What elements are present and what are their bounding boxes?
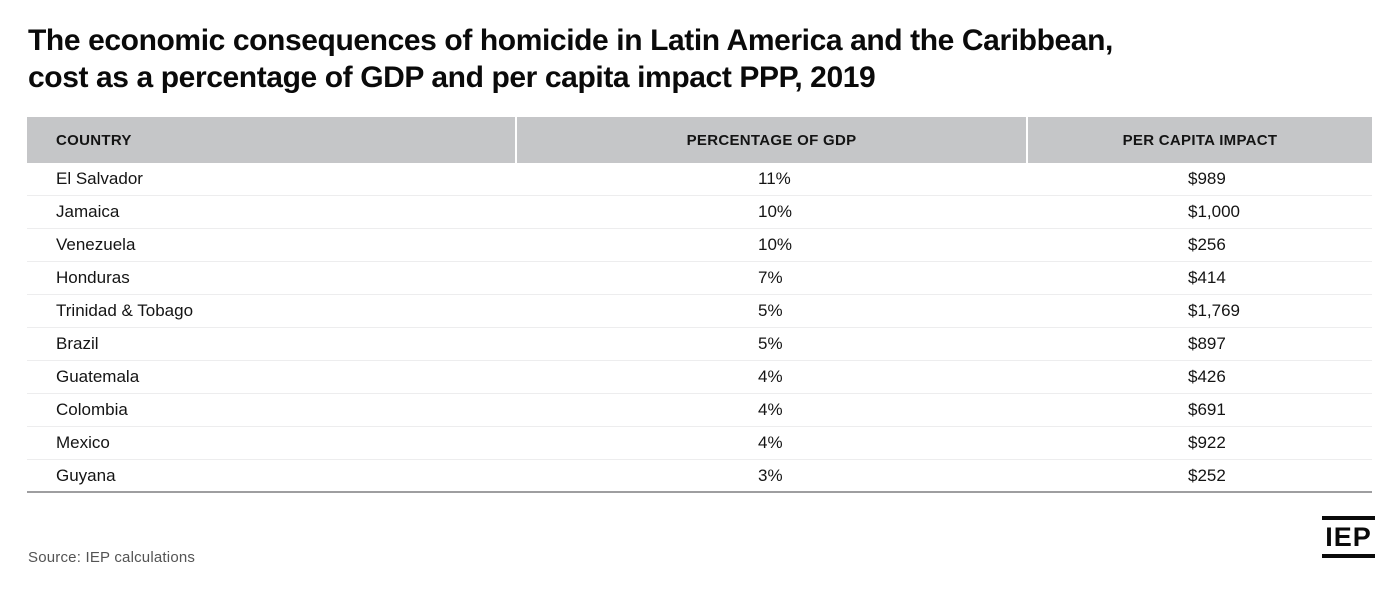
- cell-pct-gdp: 4%: [758, 367, 783, 386]
- logo-text: IEP: [1325, 522, 1372, 552]
- logo-bar-top: [1322, 516, 1375, 520]
- cell-country: Guyana: [56, 465, 116, 485]
- column-header-country: COUNTRY: [27, 117, 515, 163]
- cell-country: El Salvador: [56, 169, 143, 188]
- table-row: Guatemala 4% $426: [27, 361, 1372, 394]
- table-row: Jamaica 10% $1,000: [27, 196, 1372, 229]
- table-row: Trinidad & Tobago 5% $1,769: [27, 295, 1372, 328]
- cell-country: Guatemala: [56, 367, 140, 386]
- table-row: Mexico 4% $922: [27, 427, 1372, 460]
- cell-per-capita: $414: [1188, 268, 1226, 287]
- header-divider: [1026, 117, 1028, 163]
- header-divider: [515, 117, 517, 163]
- column-header-per-capita-impact: PER CAPITA IMPACT: [1028, 117, 1372, 163]
- table-row: Guyana 3% $252: [27, 460, 1372, 493]
- table-row: Venezuela 10% $256: [27, 229, 1372, 262]
- cell-pct-gdp: 4%: [758, 433, 783, 452]
- cell-country: Jamaica: [56, 202, 120, 221]
- logo-bar-bottom: [1322, 554, 1375, 558]
- cell-pct-gdp: 5%: [758, 334, 783, 353]
- cell-per-capita: $922: [1188, 433, 1226, 452]
- cell-per-capita: $897: [1188, 334, 1226, 353]
- cell-pct-gdp: 4%: [758, 400, 783, 419]
- cell-pct-gdp: 10%: [758, 235, 793, 254]
- cell-country: Venezuela: [56, 235, 136, 254]
- cell-pct-gdp: 7%: [758, 268, 783, 287]
- cell-per-capita: $256: [1188, 235, 1226, 254]
- data-table: COUNTRY PERCENTAGE OF GDP PER CAPITA IMP…: [27, 117, 1372, 493]
- table-header-row: COUNTRY PERCENTAGE OF GDP PER CAPITA IMP…: [27, 117, 1372, 163]
- cell-pct-gdp: 3%: [758, 465, 783, 485]
- cell-pct-gdp: 10%: [758, 202, 793, 221]
- cell-country: Honduras: [56, 268, 130, 287]
- cell-pct-gdp: 5%: [758, 301, 783, 320]
- cell-country: Brazil: [56, 334, 99, 353]
- cell-per-capita: $1,769: [1188, 301, 1240, 320]
- page-title-line-1: The economic consequences of homicide in…: [28, 24, 1113, 57]
- cell-per-capita: $989: [1188, 169, 1226, 188]
- table-body: El Salvador 11% $989 Jamaica 10% $1,000 …: [27, 163, 1372, 493]
- cell-country: Mexico: [56, 433, 110, 452]
- source-note: Source: IEP calculations: [28, 549, 196, 566]
- iep-logo: IEP: [1322, 516, 1375, 558]
- cell-country: Trinidad & Tobago: [56, 301, 194, 320]
- cell-country: Colombia: [56, 400, 128, 419]
- cell-per-capita: $252: [1188, 465, 1226, 485]
- table-row: El Salvador 11% $989: [27, 163, 1372, 196]
- column-header-percentage-of-gdp: PERCENTAGE OF GDP: [517, 117, 1026, 163]
- table-row: Brazil 5% $897: [27, 328, 1372, 361]
- cell-per-capita: $1,000: [1188, 202, 1240, 221]
- table-row: Colombia 4% $691: [27, 394, 1372, 427]
- page-title-line-2: cost as a percentage of GDP and per capi…: [28, 61, 876, 94]
- page-title: The economic consequences of homicide in…: [28, 22, 1113, 96]
- cell-per-capita: $426: [1188, 367, 1226, 386]
- cell-pct-gdp: 11%: [758, 169, 791, 188]
- table-row: Honduras 7% $414: [27, 262, 1372, 295]
- cell-per-capita: $691: [1188, 400, 1226, 419]
